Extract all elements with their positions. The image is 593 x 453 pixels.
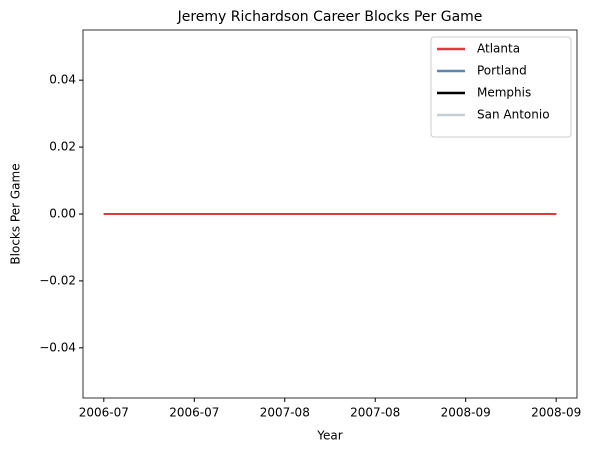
x-tick-label: 2006-07 (79, 406, 129, 420)
x-tick-label: 2007-08 (260, 406, 310, 420)
y-tick-label: −0.04 (39, 340, 76, 354)
legend-box (430, 36, 572, 138)
y-tick-label: 0.02 (49, 140, 76, 154)
legend-label: San Antonio (477, 108, 550, 122)
x-axis-label: Year (316, 429, 342, 443)
legend-label: Portland (477, 64, 527, 78)
y-tick-label: 0.00 (49, 207, 76, 221)
y-tick-label: −0.02 (39, 273, 76, 287)
y-tick-label: 0.04 (49, 73, 76, 87)
y-axis-label: Blocks Per Game (9, 163, 23, 264)
legend-label: Memphis (477, 86, 531, 100)
x-tick-label: 2008-09 (441, 406, 491, 420)
chart-title: Jeremy Richardson Career Blocks Per Game (177, 9, 483, 25)
plot-frame (82, 29, 578, 399)
x-tick-label: 2007-08 (350, 406, 400, 420)
x-tick-label: 2008-09 (531, 406, 581, 420)
legend-label: Atlanta (477, 42, 520, 56)
x-tick-label: 2006-07 (169, 406, 219, 420)
